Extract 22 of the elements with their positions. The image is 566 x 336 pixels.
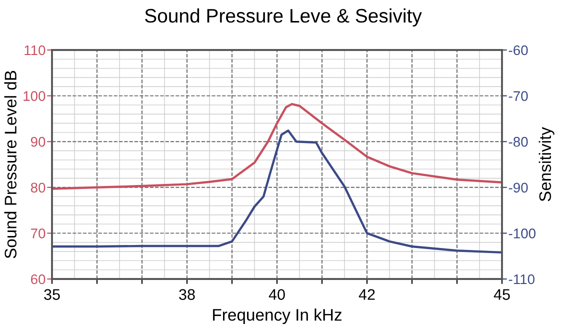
y-tick-label: 100 (24, 91, 46, 101)
y-tick-label: 90 (30, 136, 46, 147)
x-tick-label: 45 (494, 289, 510, 300)
y-axis-title: Sound Pressure Level dB (4, 70, 17, 258)
x-axis-title: Frequency In kHz (213, 308, 342, 324)
y2-tick-label: -100 (508, 228, 536, 238)
y2-tick-label: -70 (508, 91, 528, 101)
y-tick-label: 70 (31, 228, 46, 238)
x-tick-label: 42 (358, 289, 375, 300)
x-tick-label: 38 (179, 289, 195, 300)
y-tick-label: 80 (30, 182, 46, 193)
y-tick-label: 60 (31, 274, 46, 284)
y2-tick-label: -110 (508, 274, 534, 284)
y-tick-label: 110 (24, 45, 46, 56)
y2-tick-label: -80 (508, 136, 528, 147)
line-series (52, 130, 502, 254)
x-tick-label: 35 (44, 289, 60, 300)
y2-tick-label: -90 (508, 182, 528, 193)
y2-tick-label: -60 (508, 45, 528, 56)
y2-axis-title: Sensitivity (538, 127, 554, 202)
chart-title: Sound Pressure Leve & Sesivity (145, 8, 422, 27)
x-tick-label: 40 (268, 289, 285, 300)
